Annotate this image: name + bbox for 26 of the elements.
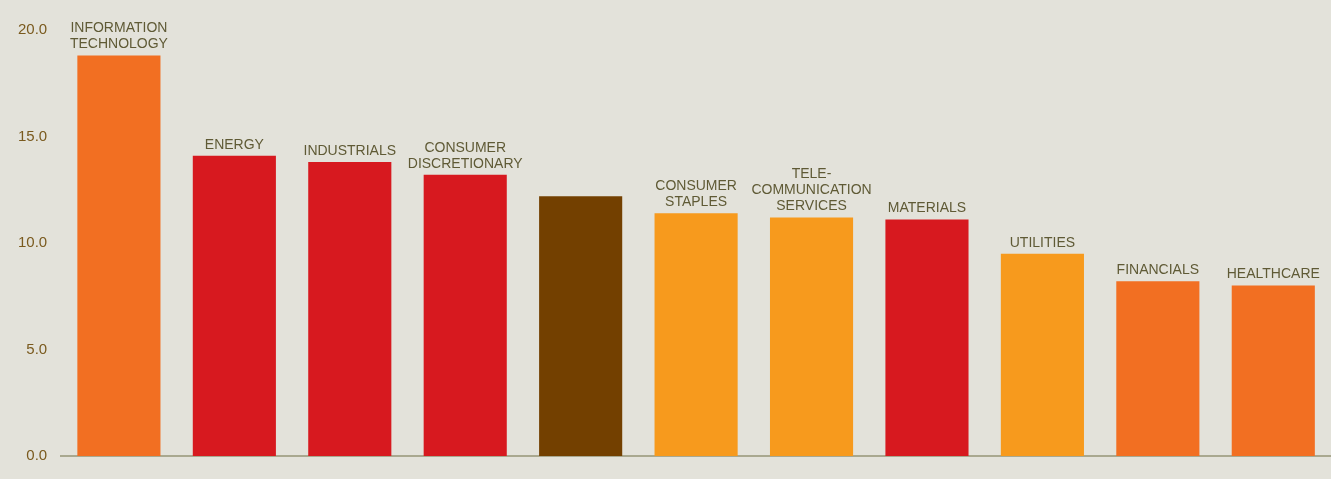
bar <box>1231 285 1315 456</box>
x-tick-label: MATERIALS <box>887 199 967 216</box>
bar <box>308 162 392 456</box>
bar <box>654 213 738 456</box>
x-tick-label: CONSUMER STAPLES <box>655 177 737 210</box>
bar <box>769 217 854 456</box>
bar <box>885 219 969 456</box>
bar <box>192 155 276 456</box>
y-tick-label: 20.0 <box>17 20 48 38</box>
x-tick-label: UTILITIES <box>1009 233 1076 250</box>
x-tick-label: TELE-COMMUNICATION SERVICES <box>751 165 872 214</box>
y-tick-label: 0.0 <box>26 446 48 464</box>
bar <box>423 174 507 456</box>
x-tick-label: ENERGY <box>204 135 265 152</box>
y-tick-label: 15.0 <box>17 126 48 144</box>
bar <box>539 196 623 456</box>
y-tick-label: 10.0 <box>17 233 48 251</box>
x-tick-label: INFORMATION TECHNOLOGY <box>69 19 169 52</box>
x-tick-label: CONSUMER DISCRETIONARY <box>407 138 524 171</box>
bar <box>1000 253 1084 456</box>
x-tick-label: INDUSTRIALS <box>303 141 397 158</box>
bar <box>1116 281 1200 456</box>
bar <box>77 55 161 456</box>
x-tick-label: HEALTHCARE <box>1226 265 1320 282</box>
x-tick-label: FINANCIALS <box>1116 261 1200 278</box>
y-tick-label: 5.0 <box>26 339 48 357</box>
